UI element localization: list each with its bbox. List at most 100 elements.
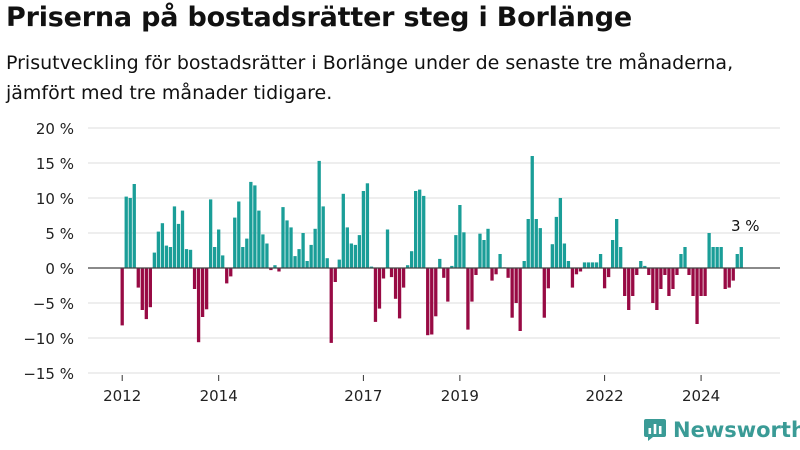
bar bbox=[699, 268, 703, 296]
bar bbox=[691, 268, 695, 296]
bar bbox=[365, 183, 370, 268]
bar bbox=[615, 219, 619, 268]
bar bbox=[237, 201, 241, 268]
bar bbox=[518, 268, 522, 331]
y-tick-label: 0 % bbox=[45, 260, 74, 278]
bar bbox=[128, 198, 132, 268]
bar bbox=[341, 193, 345, 268]
bar bbox=[522, 261, 526, 268]
bar bbox=[160, 223, 165, 268]
bar bbox=[731, 268, 735, 281]
bar bbox=[385, 229, 390, 268]
bar bbox=[289, 227, 293, 268]
x-tick-label: 2012 bbox=[103, 387, 141, 405]
bar bbox=[241, 247, 245, 268]
bar bbox=[586, 262, 591, 268]
bar bbox=[450, 265, 454, 268]
bar bbox=[297, 249, 301, 268]
bar bbox=[269, 268, 273, 271]
bar bbox=[132, 184, 136, 268]
bar bbox=[675, 268, 679, 275]
bar bbox=[373, 268, 378, 322]
bar bbox=[285, 220, 289, 268]
bar bbox=[667, 268, 671, 296]
bar bbox=[233, 217, 237, 268]
bar bbox=[164, 245, 169, 268]
bar bbox=[659, 268, 663, 289]
bar bbox=[570, 268, 575, 288]
bar bbox=[261, 234, 265, 268]
bar bbox=[558, 198, 563, 268]
bar bbox=[221, 255, 225, 268]
bar bbox=[188, 249, 193, 268]
bar bbox=[498, 254, 502, 268]
bar bbox=[550, 244, 554, 268]
bar bbox=[397, 268, 402, 319]
y-tick-label: −10 % bbox=[23, 330, 74, 348]
bar bbox=[180, 210, 185, 268]
bar bbox=[510, 268, 514, 318]
bar bbox=[265, 243, 269, 268]
bar bbox=[426, 268, 430, 336]
bar bbox=[458, 205, 462, 268]
bar bbox=[176, 223, 181, 268]
x-tick-label: 2019 bbox=[441, 387, 479, 405]
bar bbox=[293, 256, 297, 268]
bar bbox=[506, 268, 510, 278]
bar bbox=[184, 249, 189, 268]
bar bbox=[213, 247, 217, 268]
bar bbox=[389, 268, 394, 278]
bar bbox=[582, 262, 587, 268]
bar bbox=[606, 268, 611, 278]
bar bbox=[486, 228, 490, 268]
bar bbox=[715, 247, 719, 268]
bar bbox=[405, 265, 410, 268]
bar bbox=[253, 185, 257, 268]
bar bbox=[225, 268, 229, 284]
x-tick-label: 2014 bbox=[200, 387, 238, 405]
bar bbox=[313, 228, 317, 268]
bar bbox=[562, 243, 567, 268]
bar bbox=[490, 268, 494, 281]
bar bbox=[333, 268, 337, 282]
bar bbox=[482, 240, 486, 268]
bar bbox=[144, 268, 148, 320]
bar bbox=[148, 268, 152, 308]
y-tick-label: −5 % bbox=[33, 295, 74, 313]
bar bbox=[309, 244, 313, 268]
bar bbox=[414, 191, 418, 268]
last-value-label: 3 % bbox=[731, 217, 760, 235]
bar bbox=[598, 254, 603, 268]
newsworthy-logo: Newsworthy bbox=[643, 418, 800, 442]
y-tick-label: 5 % bbox=[45, 225, 74, 243]
bar bbox=[727, 268, 731, 288]
bar bbox=[514, 268, 518, 303]
bar bbox=[229, 268, 233, 277]
y-tick-label: 10 % bbox=[36, 190, 74, 208]
bar bbox=[602, 268, 607, 289]
bar bbox=[671, 268, 675, 289]
bar bbox=[534, 219, 538, 268]
bar bbox=[466, 268, 470, 330]
bar bbox=[321, 206, 325, 268]
bar bbox=[723, 268, 727, 289]
bar bbox=[719, 247, 723, 268]
bar bbox=[687, 268, 691, 275]
bar bbox=[639, 261, 643, 268]
bar bbox=[136, 268, 140, 288]
bar bbox=[647, 268, 651, 275]
bar bbox=[707, 233, 711, 268]
bar bbox=[739, 247, 743, 268]
bar bbox=[530, 156, 534, 268]
bar bbox=[257, 210, 261, 268]
bar bbox=[401, 268, 406, 288]
bar bbox=[377, 268, 382, 309]
bar bbox=[526, 219, 530, 268]
annotations: 3 % bbox=[731, 217, 760, 235]
bar bbox=[643, 265, 647, 268]
bar bbox=[703, 268, 707, 296]
bar bbox=[651, 268, 655, 303]
bar bbox=[494, 268, 498, 275]
bar bbox=[655, 268, 659, 310]
